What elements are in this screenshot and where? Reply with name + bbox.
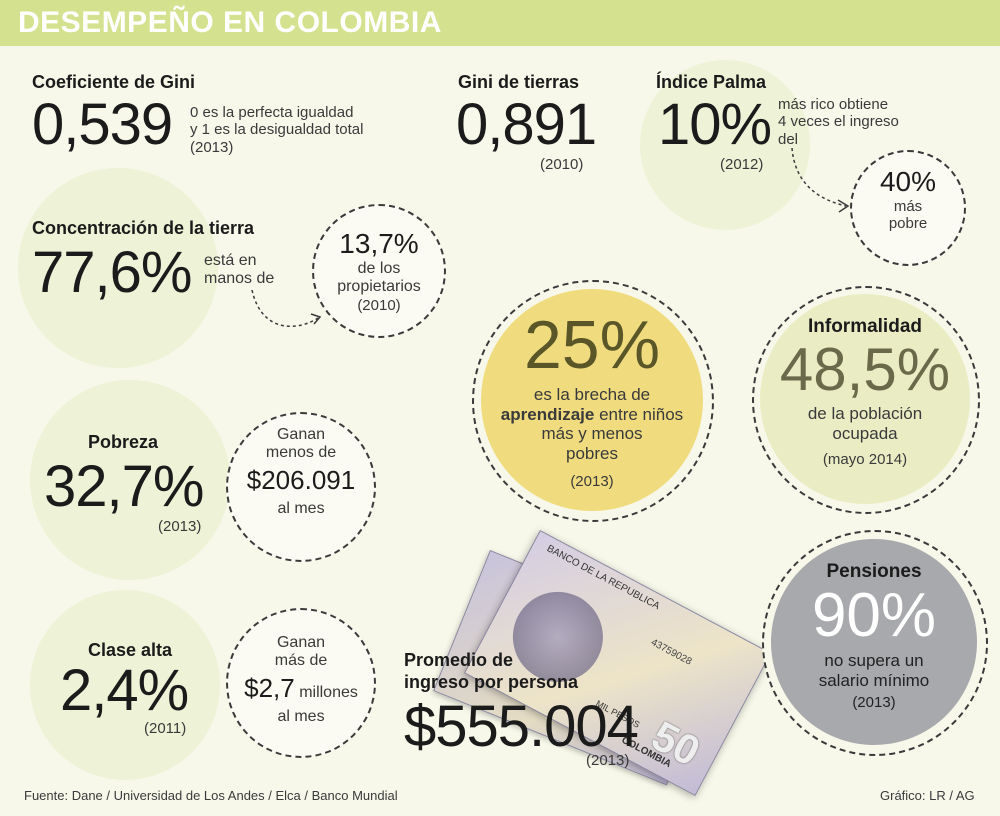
ingreso-value: $555.004 <box>404 694 639 759</box>
page-title: DESEMPEÑO EN COLOMBIA <box>18 6 442 39</box>
footer-credit: Gráfico: LR / AG <box>880 788 975 803</box>
banknote-denomination: 50 <box>644 711 708 776</box>
informalidad-line2: ocupada <box>832 423 898 443</box>
pobreza-value: 32,7% <box>44 454 204 519</box>
gini-label: Coeficiente de Gini <box>32 72 196 92</box>
ingreso-label-line2: ingreso por persona <box>404 671 579 692</box>
clase-alta-value: 2,4% <box>60 658 189 723</box>
clase-alta-circle-unit: millones <box>299 683 358 701</box>
brecha-value: 25% <box>523 307 661 383</box>
pobreza-circle: Ganan menos de $206.091 al mes <box>226 412 376 562</box>
palma-value: 10% <box>658 92 772 157</box>
pobreza-circle-line1: Ganan <box>276 426 326 443</box>
informalidad-line1: de la población <box>807 404 923 423</box>
footer-source: Fuente: Dane / Universidad de Los Andes … <box>24 788 398 803</box>
gini-tierras-value: 0,891 <box>456 92 597 157</box>
informalidad-value: 48,5% <box>779 336 951 403</box>
brecha-bold-word: aprendizaje <box>500 404 595 424</box>
ingreso-year: (2013) <box>586 752 630 769</box>
pensiones-value: 90% <box>811 581 937 650</box>
tierra-note-line1: está en <box>204 252 257 269</box>
banknote-serial: 43759028 <box>648 637 694 668</box>
brecha-circle: 25% es la brecha de aprendizaje entre ni… <box>481 289 703 511</box>
pensiones-line2: salario mínimo <box>818 670 930 690</box>
informalidad-year: (mayo 2014) <box>822 451 908 469</box>
palma-circle-value: 40% <box>879 166 937 197</box>
palma-40-circle: 40% más pobre <box>850 150 966 266</box>
gini-year: (2013) <box>190 138 234 156</box>
gini-note-line1: 0 es la perfecta igualdad <box>190 104 354 121</box>
pobreza-circle-value: $206.091 <box>246 464 356 495</box>
tierra-label: Concentración de la tierra <box>32 218 255 238</box>
gini-tierras-year: (2010) <box>540 156 584 173</box>
pensiones-line1: no supera un <box>824 651 924 670</box>
brecha-year: (2013) <box>570 473 614 491</box>
header-bar <box>0 0 1000 46</box>
clase-alta-circle-value: $2,7 <box>244 672 295 703</box>
tierra-note: está en manos de <box>204 252 274 289</box>
clase-alta-circle-amount: $2,7 millones <box>228 673 374 704</box>
pobreza-bg-circle <box>30 380 230 580</box>
pensiones-label: Pensiones <box>826 561 922 582</box>
pensiones-year: (2013) <box>852 694 896 712</box>
tierra-value: 77,6% <box>32 240 192 305</box>
brecha-line4: pobres <box>566 443 618 463</box>
ingreso-label-line1: Promedio de <box>404 650 514 670</box>
gini-note: 0 es la perfecta igualdad y 1 es la desi… <box>190 104 363 156</box>
brecha-line2-rest: entre niños <box>594 404 684 424</box>
tierra-bg-circle <box>18 168 218 368</box>
pobreza-label: Pobreza <box>88 432 159 452</box>
brecha-line3: más y menos <box>541 424 643 444</box>
gini-note-line2: y 1 es la desigualdad total <box>190 121 364 139</box>
gini-tierras-label: Gini de tierras <box>458 72 580 92</box>
palma-circle-line1: más <box>893 198 923 215</box>
clase-alta-bg-circle <box>30 590 220 780</box>
palma-circle-line2: pobre <box>888 215 928 233</box>
palma-label: Índice Palma <box>656 72 767 92</box>
tierra-circle-year: (2010) <box>357 296 401 314</box>
palma-note-line1: más rico obtiene <box>778 96 889 113</box>
clase-alta-circle-line3: al mes <box>277 707 325 725</box>
palma-bg-circle <box>640 60 810 230</box>
palma-note-line2: 4 veces el ingreso <box>778 113 899 131</box>
clase-alta-circle-line1: Ganan <box>276 634 326 651</box>
brecha-line1: es la brecha de <box>533 385 651 404</box>
informalidad-circle: Informalidad 48,5% de la población ocupa… <box>760 294 970 504</box>
tierra-circle-value: 13,7% <box>339 228 419 259</box>
gini-value: 0,539 <box>32 92 173 157</box>
pobreza-circle-line3: al mes <box>277 499 325 517</box>
clase-alta-circle: Ganan más de $2,7 millones al mes <box>226 608 376 758</box>
pensiones-circle: Pensiones 90% no supera un salario mínim… <box>771 539 977 745</box>
tierra-circle-line1: de los <box>357 260 401 277</box>
tierra-note-line2: manos de <box>204 270 275 288</box>
clase-alta-label: Clase alta <box>88 640 173 660</box>
palma-note-line3: del <box>778 130 799 148</box>
tierra-13-circle: 13,7% de los propietarios (2010) <box>312 204 446 338</box>
palma-year: (2012) <box>720 156 764 173</box>
ingreso-label: Promedio de ingreso por persona <box>404 650 578 693</box>
tierra-circle-line2: propietarios <box>337 278 421 296</box>
brecha-line2: aprendizaje entre niños <box>481 405 703 425</box>
clase-alta-year: (2011) <box>144 720 187 737</box>
clase-alta-circle-line2: más de <box>274 652 328 670</box>
pobreza-year: (2013) <box>158 518 202 535</box>
informalidad-label: Informalidad <box>807 316 922 337</box>
pobreza-circle-line2: menos de <box>265 444 337 462</box>
palma-note: más rico obtiene 4 veces el ingreso del <box>778 96 899 148</box>
